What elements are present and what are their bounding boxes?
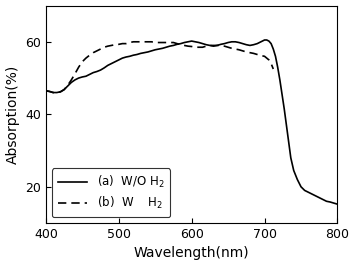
X-axis label: Wavelength(nm): Wavelength(nm): [134, 246, 250, 260]
Legend: (a)  W/O H$_2$, (b)  W    H$_2$: (a) W/O H$_2$, (b) W H$_2$: [52, 168, 170, 217]
Y-axis label: Absorption(%): Absorption(%): [6, 65, 20, 164]
